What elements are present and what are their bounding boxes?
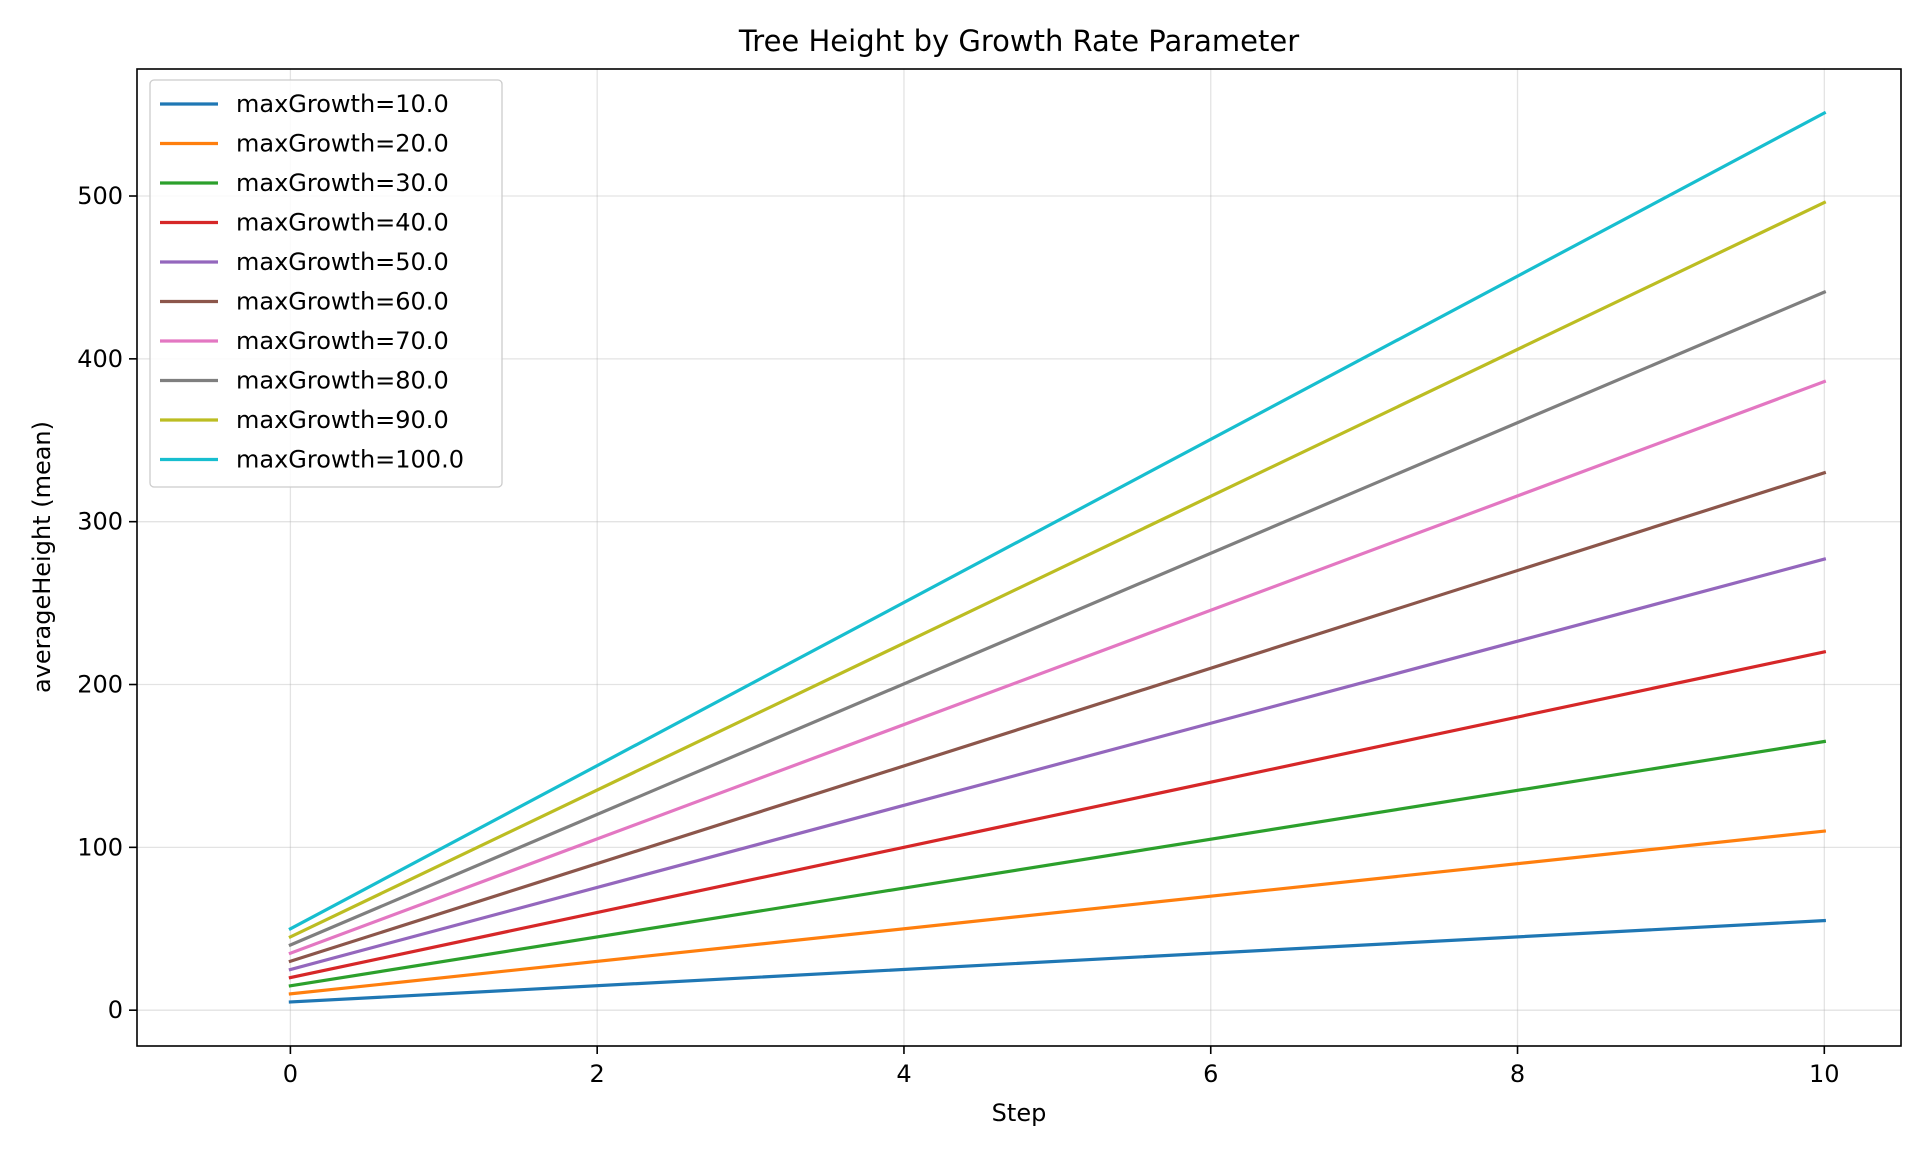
series-line bbox=[288, 650, 1827, 980]
series-line bbox=[288, 918, 1826, 1004]
y-tick-label: 100 bbox=[77, 833, 123, 861]
legend-label: maxGrowth=10.0 bbox=[236, 90, 449, 118]
legend-label: maxGrowth=30.0 bbox=[236, 169, 449, 197]
legend-label: maxGrowth=20.0 bbox=[236, 130, 449, 158]
x-tick-label: 8 bbox=[1510, 1060, 1525, 1088]
x-tick-label: 4 bbox=[896, 1060, 911, 1088]
x-tick-label: 0 bbox=[283, 1060, 298, 1088]
series-line bbox=[288, 557, 1827, 972]
y-axis-label: averageHeight (mean) bbox=[28, 421, 56, 693]
y-tick-label: 300 bbox=[77, 508, 123, 536]
series-line bbox=[288, 470, 1827, 964]
series-line bbox=[288, 290, 1827, 948]
legend-label: maxGrowth=60.0 bbox=[236, 288, 449, 316]
y-tick-label: 200 bbox=[77, 671, 123, 699]
legend-label: maxGrowth=80.0 bbox=[236, 367, 449, 395]
series-line bbox=[288, 739, 1827, 988]
chart-title: Tree Height by Growth Rate Parameter bbox=[738, 24, 1299, 58]
x-tick-label: 10 bbox=[1809, 1060, 1840, 1088]
legend-label: maxGrowth=50.0 bbox=[236, 248, 449, 276]
y-tick-label: 400 bbox=[77, 345, 123, 373]
legend-label: maxGrowth=100.0 bbox=[236, 446, 464, 474]
legend[interactable]: maxGrowth=10.0 maxGrowth=20.0 maxGrowth=30… bbox=[149, 79, 503, 488]
series-line bbox=[288, 110, 1827, 931]
legend-label: maxGrowth=70.0 bbox=[236, 327, 449, 355]
series-line bbox=[288, 829, 1827, 996]
x-tick-label: 6 bbox=[1203, 1060, 1218, 1088]
legend-label: maxGrowth=90.0 bbox=[236, 406, 449, 434]
y-tick-label: 0 bbox=[108, 996, 123, 1024]
plot-area bbox=[136, 68, 1902, 1047]
legend-frame bbox=[149, 79, 503, 488]
x-axis: 0 2 4 6 8 10 bbox=[283, 1046, 1840, 1088]
series-line bbox=[288, 379, 1827, 956]
x-axis-label: Step bbox=[992, 1099, 1047, 1127]
y-tick-label: 500 bbox=[77, 182, 123, 210]
series-lines bbox=[288, 110, 1827, 1004]
y-axis: 0 100 200 300 400 500 bbox=[77, 182, 137, 1024]
legend-label: maxGrowth=40.0 bbox=[236, 209, 449, 237]
x-tick-label: 2 bbox=[590, 1060, 605, 1088]
series-line bbox=[288, 200, 1827, 940]
